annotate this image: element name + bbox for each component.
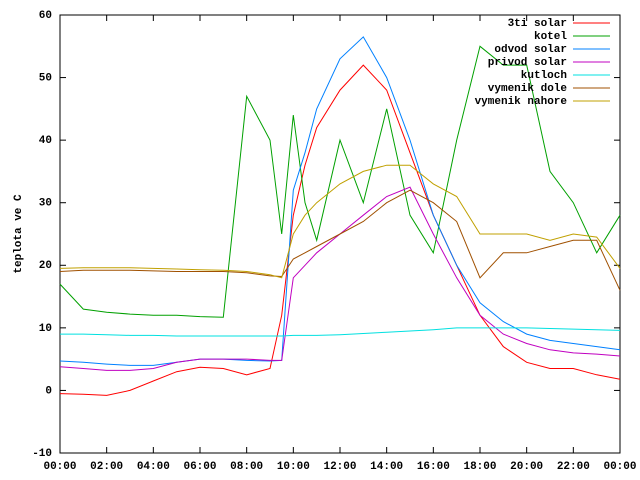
- y-tick-label: 20: [39, 260, 52, 272]
- y-tick-label: 10: [39, 323, 52, 335]
- x-tick-label: 12:00: [323, 461, 356, 473]
- legend-label: kutloch: [521, 70, 567, 82]
- series-line: [59, 64, 621, 396]
- series-line: [60, 327, 621, 337]
- series-line: [59, 189, 621, 291]
- x-tick-label: 00:00: [43, 461, 76, 473]
- legend-label: privod solar: [488, 57, 567, 69]
- x-tick-label: 22:00: [557, 461, 590, 473]
- x-tick-label: 16:00: [417, 461, 450, 473]
- x-tick-label: 04:00: [137, 461, 170, 473]
- legend-label: vymenik nahore: [475, 96, 568, 108]
- series-line: [59, 186, 621, 371]
- x-tick-label: 06:00: [183, 461, 216, 473]
- series-line: [59, 164, 621, 279]
- legend-label: kotel: [534, 31, 567, 43]
- x-tick-label: 10:00: [277, 461, 310, 473]
- y-tick-label: 40: [39, 135, 52, 147]
- y-tick-label: 30: [39, 198, 52, 210]
- x-tick-label: 08:00: [230, 461, 263, 473]
- x-tick-label: 02:00: [90, 461, 123, 473]
- y-tick-label: -10: [32, 448, 52, 460]
- y-axis-label: teplota ve C: [13, 194, 25, 274]
- y-tick-label: 0: [45, 385, 52, 397]
- x-tick-label: 14:00: [370, 461, 403, 473]
- x-tick-label: 20:00: [510, 461, 543, 473]
- series-line: [59, 36, 621, 366]
- x-tick-label: 00:00: [603, 461, 636, 473]
- x-tick-label: 18:00: [463, 461, 496, 473]
- legend-label: odvod solar: [494, 44, 567, 56]
- series-line: [59, 45, 621, 318]
- y-tick-label: 50: [39, 72, 52, 84]
- legend-label: 3ti solar: [508, 18, 567, 30]
- legend-label: vymenik dole: [488, 83, 568, 95]
- y-tick-label: 60: [39, 10, 52, 22]
